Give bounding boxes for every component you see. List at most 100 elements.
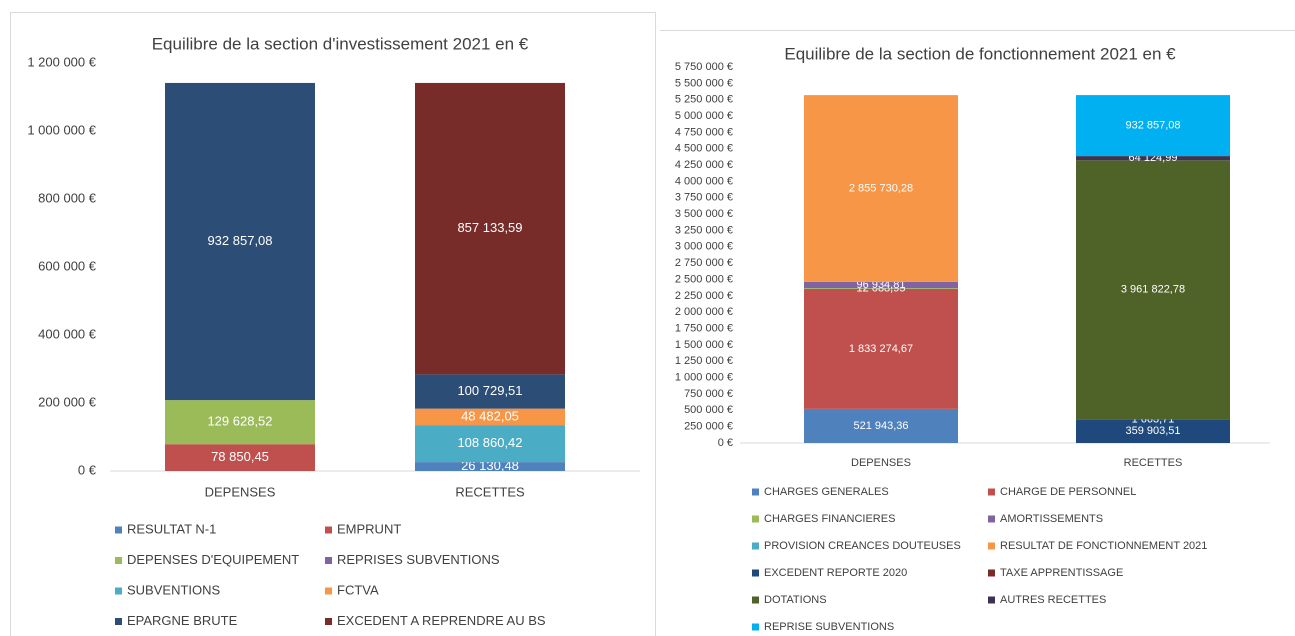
legend-swatch	[115, 587, 122, 595]
legend-swatch	[988, 542, 995, 550]
legend-swatch	[752, 515, 759, 523]
bar-segment	[415, 82, 565, 375]
bar-segment	[1076, 419, 1230, 443]
value-label: 3 961 822,78	[1121, 284, 1185, 296]
y-tick-label: 250 000 €	[684, 421, 733, 433]
bar-segment	[804, 95, 958, 282]
value-label: 129 628,52	[207, 414, 272, 429]
legend-label: RESULTAT DE FONCTIONNEMENT 2021	[1000, 540, 1207, 552]
legend-swatch	[752, 623, 759, 631]
value-label: 108 860,42	[457, 435, 522, 450]
legend-label: CHARGES GENERALES	[764, 486, 889, 498]
y-tick-label: 0 €	[718, 437, 733, 449]
legend-swatch	[325, 526, 332, 534]
chart-frame	[10, 12, 656, 636]
bar-segment	[1076, 95, 1230, 157]
y-tick-label: 1 500 000 €	[675, 339, 733, 351]
bar-segment	[1076, 156, 1230, 161]
bar-segment	[804, 288, 958, 289]
y-tick-label: 5 000 000 €	[675, 110, 733, 122]
legend-label: DOTATIONS	[764, 594, 827, 606]
bar-segment	[804, 288, 958, 409]
legend-label: EXCEDENT REPORTE 2020	[764, 567, 907, 579]
y-tick-label: 1 750 000 €	[675, 322, 733, 334]
y-tick-label: 4 750 000 €	[675, 126, 733, 138]
legend-swatch	[325, 618, 332, 625]
y-tick-label: 200 000 €	[38, 394, 97, 409]
bar-segment	[415, 374, 565, 409]
y-tick-label: 3 000 000 €	[675, 241, 733, 253]
legend-label: EXCEDENT A REPRENDRE AU BS	[337, 613, 546, 628]
legend-label: AMORTISSEMENTS	[1000, 513, 1103, 525]
bar-segment	[804, 281, 958, 289]
legend-swatch	[988, 596, 995, 604]
x-tick-label: RECETTES	[1124, 457, 1183, 469]
value-label: 857 133,59	[457, 220, 522, 235]
bar-segment	[1076, 160, 1230, 420]
legend-label: CHARGES FINANCIERES	[764, 513, 895, 525]
legend-label: REPRISES SUBVENTIONS	[337, 552, 500, 567]
y-tick-label: 4 000 000 €	[675, 175, 733, 187]
legend-swatch	[115, 618, 122, 625]
y-tick-label: 2 500 000 €	[675, 273, 733, 285]
y-tick-label: 2 750 000 €	[675, 257, 733, 269]
legend-label: FCTVA	[337, 582, 379, 597]
value-label: 48 482,05	[461, 408, 519, 423]
y-tick-label: 1 250 000 €	[675, 355, 733, 367]
value-label: 2 855 730,28	[849, 182, 913, 194]
legend-swatch	[325, 587, 332, 595]
y-tick-label: 3 500 000 €	[675, 208, 733, 220]
bar-segment	[415, 425, 565, 463]
y-tick-label: 1 000 000 €	[675, 372, 733, 384]
y-tick-label: 5 750 000 €	[675, 61, 733, 73]
y-tick-label: 3 250 000 €	[675, 224, 733, 236]
y-tick-label: 5 250 000 €	[675, 94, 733, 106]
value-label: 932 857,08	[1125, 120, 1180, 132]
bar-segment	[165, 400, 315, 445]
y-tick-label: 2 000 000 €	[675, 306, 733, 318]
legend-label: DEPENSES D'EQUIPEMENT	[127, 552, 299, 567]
legend-swatch	[988, 569, 995, 577]
value-label: 359 903,51	[1125, 425, 1180, 437]
value-label: 521 943,36	[853, 420, 908, 432]
legend-swatch	[988, 515, 995, 523]
legend-label: PROVISION CREANCES DOUTEUSES	[764, 540, 961, 552]
y-tick-label: 3 750 000 €	[675, 192, 733, 204]
legend-label: EPARGNE BRUTE	[127, 613, 238, 628]
legend-swatch	[115, 557, 122, 564]
legend-swatch	[988, 488, 995, 496]
y-tick-label: 1 200 000 €	[27, 54, 96, 69]
chart-title: Equilibre de la section de fonctionnemen…	[784, 44, 1176, 63]
bar-segment	[415, 408, 565, 426]
y-tick-label: 0 €	[78, 462, 97, 477]
legend-swatch	[325, 557, 332, 564]
legend-label: AUTRES RECETTES	[1000, 594, 1106, 606]
legend-swatch	[115, 526, 122, 534]
bar-segment	[165, 82, 315, 401]
y-tick-label: 500 000 €	[684, 404, 733, 416]
legend-label: EMPRUNT	[337, 521, 401, 536]
legend-label: TAXE APPRENTISSAGE	[1000, 567, 1123, 579]
legend-label: CHARGE DE PERSONNEL	[1000, 486, 1136, 498]
chart: Equilibre de la section de fonctionnemen…	[675, 44, 1270, 633]
bar-segment	[415, 462, 565, 471]
value-label: 96 934,81	[857, 279, 906, 291]
y-tick-label: 400 000 €	[38, 326, 97, 341]
x-tick-label: RECETTES	[455, 484, 525, 499]
legend-label: SUBVENTIONS	[127, 582, 221, 597]
y-tick-label: 600 000 €	[38, 258, 97, 273]
x-tick-label: DEPENSES	[205, 484, 276, 499]
y-tick-label: 4 250 000 €	[675, 159, 733, 171]
legend-swatch	[752, 542, 759, 550]
value-label: 932 857,08	[207, 233, 272, 248]
value-label: 1 833 274,67	[849, 343, 913, 355]
legend-label: RESULTAT N-1	[127, 521, 216, 536]
bar-segment	[804, 408, 958, 443]
y-tick-label: 750 000 €	[684, 388, 733, 400]
y-tick-label: 5 500 000 €	[675, 77, 733, 89]
chart: Equilibre de la section d'investissement…	[27, 34, 640, 628]
bar-segment	[165, 444, 315, 471]
y-tick-label: 800 000 €	[38, 190, 97, 205]
legend-label: REPRISE SUBVENTIONS	[764, 621, 894, 633]
